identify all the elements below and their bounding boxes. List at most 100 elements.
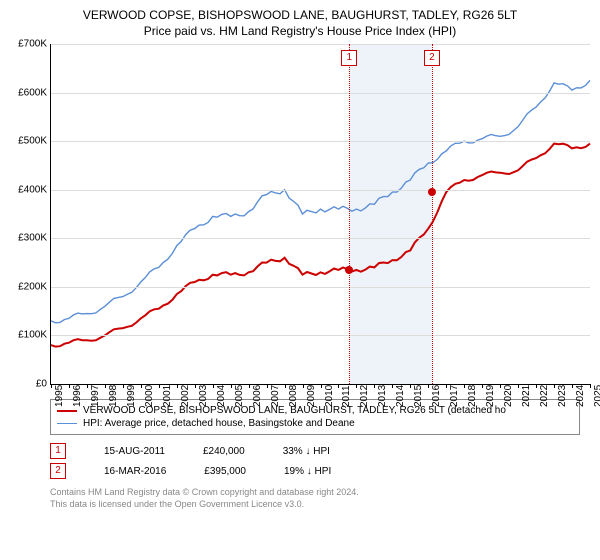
x-tick [51, 384, 52, 388]
x-tick [231, 384, 232, 388]
legend-label-hpi: HPI: Average price, detached house, Basi… [83, 418, 355, 429]
chart-lines [51, 44, 590, 384]
x-axis-label: 2023 [557, 385, 568, 407]
x-axis-label: 2021 [521, 385, 532, 407]
x-tick [410, 384, 411, 388]
y-axis-label: £0 [3, 379, 47, 390]
x-tick [572, 384, 573, 388]
marker-price: £395,000 [204, 466, 246, 477]
x-tick [267, 384, 268, 388]
x-tick [338, 384, 339, 388]
x-tick [356, 384, 357, 388]
footer-line: This data is licensed under the Open Gov… [50, 499, 580, 511]
marker-number: 1 [50, 443, 66, 459]
x-axis-label: 2004 [216, 385, 227, 407]
x-axis-label: 1995 [54, 385, 65, 407]
marker-date: 16-MAR-2016 [104, 466, 166, 477]
x-axis-label: 2013 [377, 385, 388, 407]
x-axis-label: 2005 [234, 385, 245, 407]
gridline [51, 44, 590, 45]
marker-line [349, 44, 350, 384]
x-tick [123, 384, 124, 388]
x-axis-label: 2024 [575, 385, 586, 407]
marker-dot [345, 266, 353, 274]
x-axis-label: 2001 [162, 385, 173, 407]
marker-line [432, 44, 433, 384]
x-axis-label: 2008 [288, 385, 299, 407]
y-axis-label: £700K [3, 39, 47, 50]
x-tick [518, 384, 519, 388]
gridline [51, 141, 590, 142]
x-axis-label: 2006 [252, 385, 263, 407]
x-tick [482, 384, 483, 388]
x-axis-label: 2019 [485, 385, 496, 407]
x-tick [141, 384, 142, 388]
x-tick [392, 384, 393, 388]
x-tick [105, 384, 106, 388]
gridline [51, 93, 590, 94]
chart-title: VERWOOD COPSE, BISHOPSWOOD LANE, BAUGHUR… [0, 0, 600, 22]
y-axis-label: £400K [3, 184, 47, 195]
marker-dot [428, 188, 436, 196]
x-axis-label: 2015 [413, 385, 424, 407]
chart-container: VERWOOD COPSE, BISHOPSWOOD LANE, BAUGHUR… [0, 0, 600, 510]
gridline [51, 335, 590, 336]
x-tick [374, 384, 375, 388]
x-axis-label: 2010 [324, 385, 335, 407]
x-tick [554, 384, 555, 388]
y-axis-label: £200K [3, 281, 47, 292]
x-axis-label: 1996 [72, 385, 83, 407]
x-tick [87, 384, 88, 388]
x-tick [303, 384, 304, 388]
legend-swatch-property [57, 410, 77, 412]
marker-table: 1 15-AUG-2011 £240,000 33% ↓ HPI 2 16-MA… [50, 441, 580, 481]
y-axis-label: £500K [3, 136, 47, 147]
x-axis-label: 1998 [108, 385, 119, 407]
x-tick [69, 384, 70, 388]
marker-box: 1 [341, 50, 357, 66]
marker-number: 2 [50, 463, 66, 479]
x-tick [285, 384, 286, 388]
marker-date: 15-AUG-2011 [104, 446, 165, 457]
x-axis-label: 2003 [198, 385, 209, 407]
table-row: 1 15-AUG-2011 £240,000 33% ↓ HPI [50, 441, 580, 461]
footer-line: Contains HM Land Registry data © Crown c… [50, 487, 580, 499]
gridline [51, 190, 590, 191]
series-property [51, 144, 590, 347]
legend-swatch-hpi [57, 423, 77, 424]
x-axis-label: 2011 [341, 385, 352, 407]
x-tick [249, 384, 250, 388]
marker-diff: 19% ↓ HPI [284, 466, 331, 477]
marker-diff: 33% ↓ HPI [283, 446, 330, 457]
chart-plot-area: £0£100K£200K£300K£400K£500K£600K£700K199… [50, 44, 590, 385]
y-axis-label: £600K [3, 87, 47, 98]
x-axis-label: 1997 [90, 385, 101, 407]
x-tick [321, 384, 322, 388]
chart-subtitle: Price paid vs. HM Land Registry's House … [0, 22, 600, 44]
marker-box: 2 [424, 50, 440, 66]
x-tick [159, 384, 160, 388]
gridline [51, 238, 590, 239]
x-tick [446, 384, 447, 388]
x-tick [464, 384, 465, 388]
x-axis-label: 2009 [306, 385, 317, 407]
x-axis-label: 2025 [593, 385, 600, 407]
x-axis-label: 2017 [449, 385, 460, 407]
x-axis-label: 2000 [144, 385, 155, 407]
x-axis-label: 2012 [359, 385, 370, 407]
x-tick [195, 384, 196, 388]
x-tick [177, 384, 178, 388]
x-axis-label: 2018 [467, 385, 478, 407]
table-row: 2 16-MAR-2016 £395,000 19% ↓ HPI [50, 461, 580, 481]
x-axis-label: 2022 [539, 385, 550, 407]
x-axis-label: 2014 [395, 385, 406, 407]
x-tick [500, 384, 501, 388]
gridline [51, 287, 590, 288]
x-tick [428, 384, 429, 388]
legend-row-hpi: HPI: Average price, detached house, Basi… [57, 417, 573, 430]
x-axis-label: 2020 [503, 385, 514, 407]
y-axis-label: £100K [3, 330, 47, 341]
x-axis-label: 2002 [180, 385, 191, 407]
x-axis-label: 2007 [270, 385, 281, 407]
marker-price: £240,000 [203, 446, 245, 457]
